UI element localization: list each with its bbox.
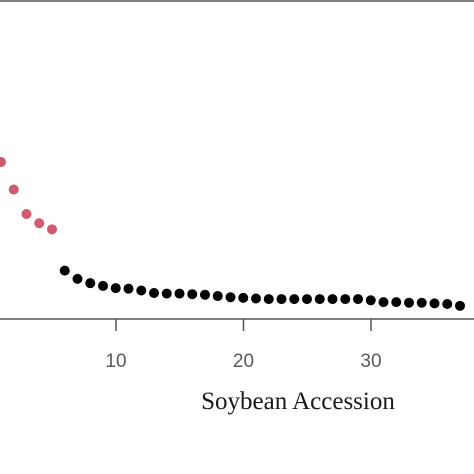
data-point-s2-24 (365, 295, 376, 306)
data-point-s1-5 (47, 224, 57, 235)
data-point-s2-27 (404, 297, 414, 308)
data-point-s1-2 (8, 184, 19, 195)
data-point-s2-11 (200, 289, 210, 300)
data-point-s2-25 (378, 297, 389, 308)
x-axis-title: Soybean Accession (201, 388, 395, 415)
data-point-s2-1 (72, 273, 83, 284)
data-point-s1-1 (0, 157, 6, 167)
data-point-s2-20 (314, 294, 325, 305)
data-point-s2-0 (59, 265, 70, 276)
data-point-s2-13 (225, 292, 236, 303)
x-axis-tick-labels: 10 20 30 (105, 351, 381, 372)
x-tick-label-10: 10 (105, 351, 126, 372)
data-point-s1-4 (34, 218, 45, 229)
data-point-s2-26 (391, 297, 402, 308)
data-point-s2-3 (98, 280, 108, 291)
data-point-s2-15 (251, 293, 261, 304)
data-point-s2-7 (149, 287, 159, 298)
data-point-s2-19 (302, 294, 312, 305)
data-point-s2-5 (123, 283, 134, 294)
data-point-s2-12 (212, 291, 223, 302)
data-point-s2-9 (174, 288, 185, 299)
data-point-s2-2 (85, 278, 96, 289)
data-point-s1-3 (21, 209, 32, 220)
plot-frame (0, 0, 474, 320)
data-point-s2-31 (455, 300, 465, 311)
data-point-s2-4 (110, 283, 121, 294)
data-point-s2-23 (353, 294, 363, 305)
x-tick-label-30: 30 (360, 351, 381, 372)
data-point-s2-21 (327, 294, 338, 305)
data-point-s2-30 (442, 298, 453, 309)
data-point-s2-14 (238, 292, 249, 303)
data-point-s2-29 (429, 298, 440, 309)
data-point-s2-22 (340, 294, 351, 305)
data-points (0, 157, 465, 311)
data-point-s2-8 (161, 288, 172, 299)
x-tick-label-20: 20 (233, 351, 254, 372)
data-point-s2-6 (136, 285, 147, 296)
data-point-s2-17 (276, 294, 287, 305)
data-point-s2-18 (289, 294, 300, 305)
x-axis-ticks (115, 319, 372, 331)
data-point-s2-10 (187, 289, 198, 300)
data-point-s2-16 (263, 294, 274, 305)
data-point-s2-28 (416, 297, 427, 308)
